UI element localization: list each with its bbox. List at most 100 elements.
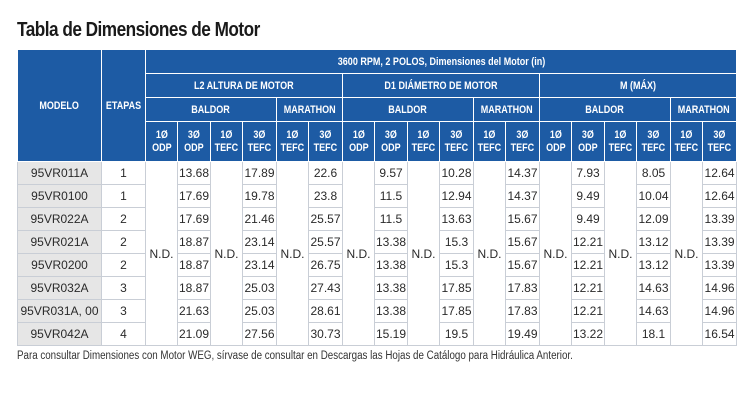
nd-cell: N.D. — [539, 161, 572, 346]
header-marathon: MARATHON — [276, 97, 343, 122]
header-col-c1-tefc: 1Ø TEFC — [407, 121, 440, 162]
d1-marathon-3tefc: 14.37 — [505, 161, 540, 185]
m-baldor-3odp: 13.22 — [571, 322, 605, 346]
d1-baldor-3tefc: 17.85 — [439, 299, 474, 323]
nd-cell: N.D. — [670, 161, 703, 346]
m-baldor-3odp: 12.21 — [571, 230, 605, 254]
header-etapas: ETAPAS — [101, 49, 146, 162]
nd-cell: N.D. — [604, 161, 637, 346]
m-marathon-3tefc: 12.64 — [701, 161, 738, 185]
m-marathon-3tefc: 16.54 — [701, 322, 738, 346]
m-baldor-3tefc: 13.12 — [636, 253, 671, 277]
l2-baldor-3tefc: 21.46 — [242, 207, 277, 231]
model-cell: 95VR021A — [17, 230, 102, 254]
header-col-c3-tefc: 3Ø TEFC — [439, 121, 474, 162]
l2-marathon-3tefc: 30.73 — [308, 322, 343, 346]
stage-cell: 1 — [101, 161, 146, 185]
nd-cell: N.D. — [407, 161, 440, 346]
table-row: 95VR032A 3 18.87 25.03 27.43 13.38 17.85 17.83 1… — [17, 276, 738, 300]
d1-baldor-3tefc: 17.85 — [439, 276, 474, 300]
m-baldor-3odp: 12.21 — [571, 253, 605, 277]
m-baldor-3odp: 12.21 — [571, 299, 605, 323]
table-row: 95VR042A 4 21.09 27.56 30.73 15.19 19.5 19.49 13… — [17, 322, 738, 346]
nd-cell: N.D. — [342, 161, 375, 346]
l2-marathon-3tefc: 28.61 — [308, 299, 343, 323]
l2-marathon-3tefc: 26.75 — [308, 253, 343, 277]
m-baldor-3odp: 9.49 — [571, 207, 605, 231]
l2-baldor-3odp: 18.87 — [177, 230, 211, 254]
stage-cell: 3 — [101, 276, 146, 300]
header-col-c1-odp: 1Ø ODP — [342, 121, 375, 162]
d1-marathon-3tefc: 19.49 — [505, 322, 540, 346]
m-baldor-3tefc: 12.09 — [636, 207, 671, 231]
header-col-c1-tefc: 1Ø TEFC — [604, 121, 637, 162]
table-row: 95VR0200 2 18.87 23.14 26.75 13.38 15.3 15.67 12… — [17, 253, 738, 277]
d1-marathon-3tefc: 17.83 — [505, 299, 540, 323]
m-marathon-3tefc: 13.39 — [701, 253, 738, 277]
table-row: 95VR0100 1 17.69 19.78 23.8 11.5 12.94 14.37 9.4… — [17, 184, 738, 208]
table-row: 95VR021A 2 18.87 23.14 25.57 13.38 15.3 15.67 12… — [17, 230, 738, 254]
header-col-c1-tefc: 1Ø TEFC — [473, 121, 506, 162]
model-cell: 95VR0100 — [17, 184, 102, 208]
header-col-c3-odp: 3Ø ODP — [177, 121, 211, 162]
header-baldor: BALDOR — [342, 97, 474, 122]
header-col-c1-odp: 1Ø ODP — [145, 121, 178, 162]
table-row: 95VR011A 1 N.D. 13.68 N.D. 17.89 N.D. 22.6 N.D. 9… — [17, 161, 738, 346]
header-col-c3-tefc: 3Ø TEFC — [308, 121, 343, 162]
d1-baldor-3tefc: 19.5 — [439, 322, 474, 346]
nd-cell: N.D. — [473, 161, 506, 346]
d1-baldor-3odp: 13.38 — [374, 299, 408, 323]
header-group-l2: L2 ALTURA DE MOTOR — [145, 73, 343, 98]
model-cell: 95VR032A — [17, 276, 102, 300]
d1-baldor-3odp: 9.57 — [374, 161, 408, 185]
d1-marathon-3tefc: 17.83 — [505, 276, 540, 300]
d1-baldor-3tefc: 13.63 — [439, 207, 474, 231]
nd-cell: N.D. — [276, 161, 309, 346]
m-baldor-3tefc: 13.12 — [636, 230, 671, 254]
header-col-c1-tefc: 1Ø TEFC — [670, 121, 703, 162]
header-marathon: MARATHON — [473, 97, 540, 122]
d1-marathon-3tefc: 14.37 — [505, 184, 540, 208]
header-col-c3-odp: 3Ø ODP — [374, 121, 408, 162]
header-col-c3-tefc: 3Ø TEFC — [505, 121, 540, 162]
m-marathon-3tefc: 12.64 — [701, 184, 738, 208]
table-row: 95VR031A, 00 3 21.63 25.03 28.61 13.38 17.85 17… — [17, 299, 738, 323]
l2-baldor-3odp: 18.87 — [177, 253, 211, 277]
stage-cell: 4 — [101, 322, 146, 346]
d1-marathon-3tefc: 15.67 — [505, 207, 540, 231]
m-baldor-3odp: 7.93 — [571, 161, 605, 185]
d1-baldor-3odp: 13.38 — [374, 230, 408, 254]
m-baldor-3odp: 9.49 — [571, 184, 605, 208]
d1-marathon-3tefc: 15.67 — [505, 253, 540, 277]
d1-baldor-3odp: 15.19 — [374, 322, 408, 346]
header-col-c1-tefc: 1Ø TEFC — [276, 121, 309, 162]
m-baldor-3tefc: 18.1 — [636, 322, 671, 346]
m-baldor-3tefc: 14.63 — [636, 276, 671, 300]
d1-marathon-3tefc: 15.67 — [505, 230, 540, 254]
l2-baldor-3tefc: 19.78 — [242, 184, 277, 208]
l2-marathon-3tefc: 27.43 — [308, 276, 343, 300]
l2-baldor-3tefc: 27.56 — [242, 322, 277, 346]
nd-cell: N.D. — [145, 161, 178, 346]
m-marathon-3tefc: 13.39 — [701, 207, 738, 231]
l2-baldor-3odp: 13.68 — [177, 161, 211, 185]
d1-baldor-3odp: 11.5 — [374, 184, 408, 208]
l2-marathon-3tefc: 22.6 — [308, 161, 343, 185]
d1-baldor-3tefc: 15.3 — [439, 230, 474, 254]
motor-dimensions-table: MODELO ETAPAS 3600 RPM, 2 POLOS, Dimensi… — [17, 49, 738, 346]
d1-baldor-3odp: 13.38 — [374, 253, 408, 277]
l2-baldor-3tefc: 23.14 — [242, 230, 277, 254]
l2-baldor-3tefc: 25.03 — [242, 299, 277, 323]
header-col-c3-tefc: 3Ø TEFC — [701, 121, 738, 162]
header-baldor: BALDOR — [145, 97, 277, 122]
footnote: Para consultar Dimensiones con Motor WEG… — [17, 350, 573, 362]
d1-baldor-3odp: 13.38 — [374, 276, 408, 300]
header-rpm-title: 3600 RPM, 2 POLOS, Dimensiones del Motor… — [144, 49, 738, 74]
header-col-c3-tefc: 3Ø TEFC — [242, 121, 277, 162]
model-cell: 95VR031A, 00 — [17, 299, 102, 323]
stage-cell: 2 — [101, 230, 146, 254]
model-cell: 95VR011A — [17, 161, 102, 185]
m-baldor-3odp: 12.21 — [571, 276, 605, 300]
m-baldor-3tefc: 10.04 — [636, 184, 671, 208]
m-marathon-3tefc: 13.39 — [701, 230, 738, 254]
